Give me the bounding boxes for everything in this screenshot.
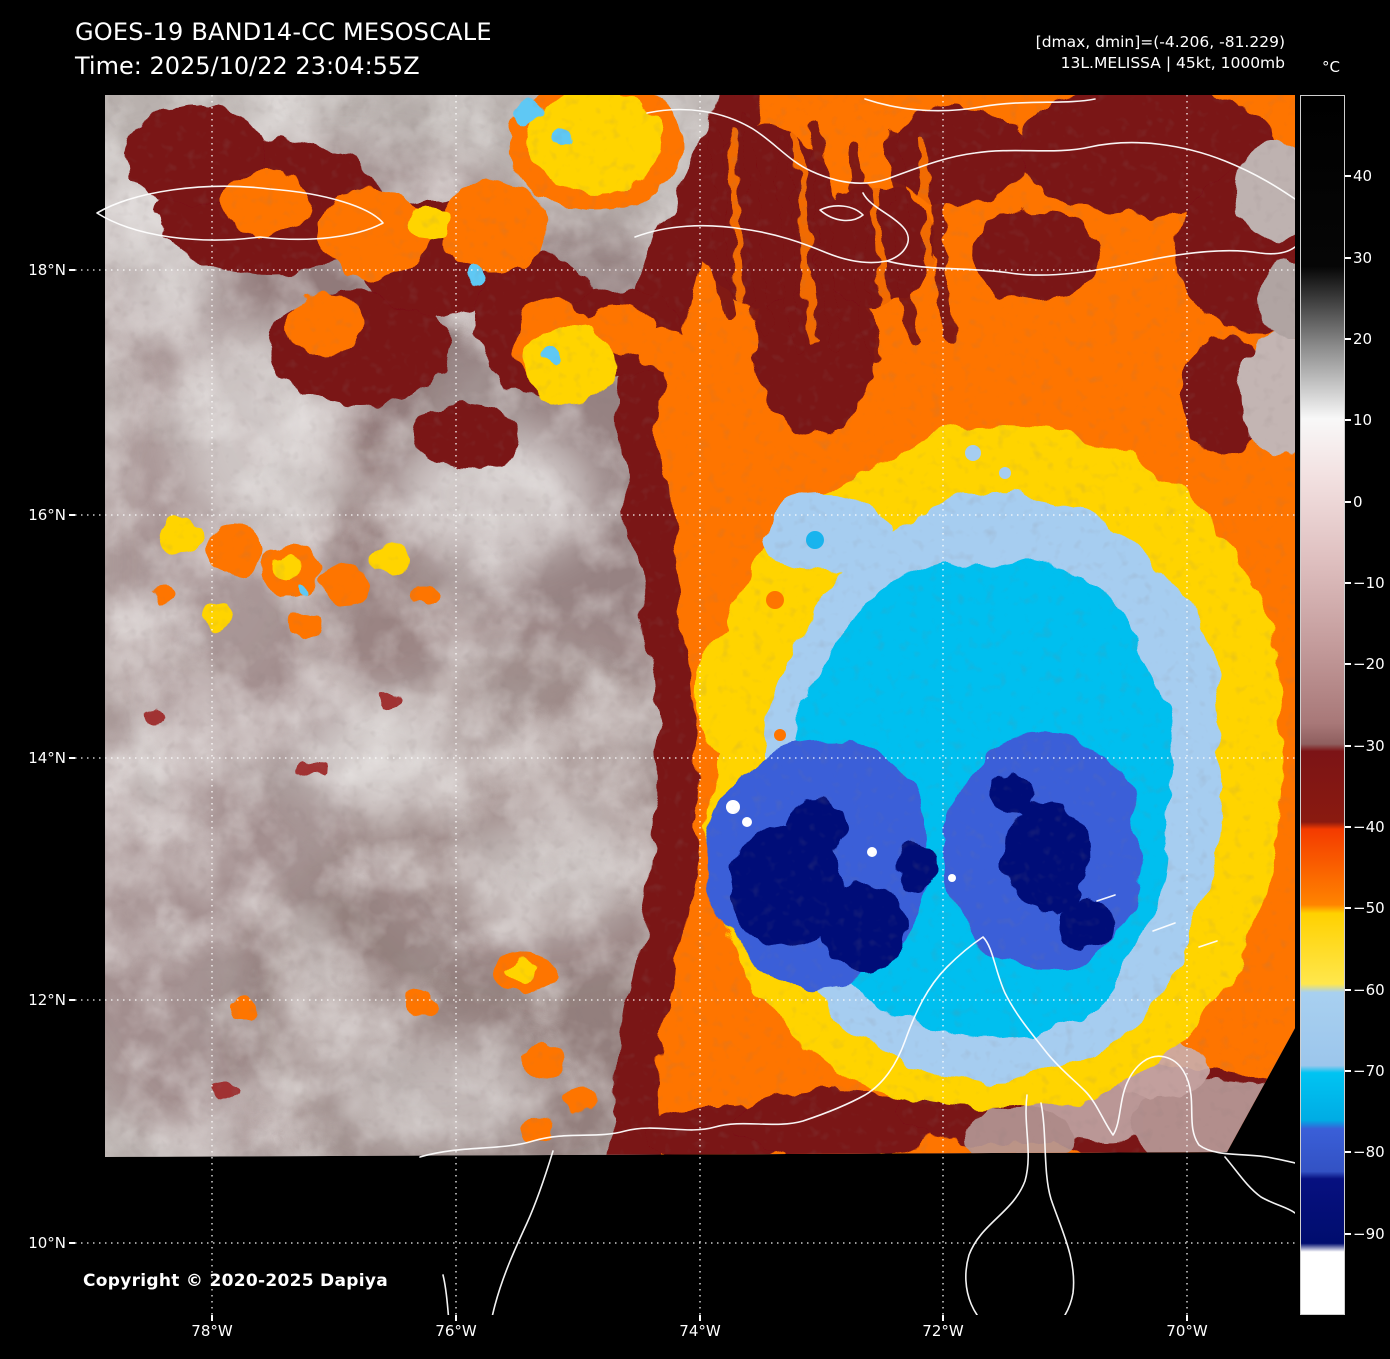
lat-label-12n: 12°N — [0, 990, 75, 1010]
colorbar-tick-40: 40 — [1345, 166, 1390, 186]
colorbar-tick-m50: −50 — [1345, 898, 1390, 918]
info-block: [dmax, dmin]=(-4.206, -81.229) 13L.MELIS… — [1036, 32, 1285, 74]
lat-label-10n: 10°N — [0, 1233, 75, 1253]
colorbar-tick-30: 30 — [1345, 248, 1390, 268]
lat-label-16n: 16°N — [0, 505, 75, 525]
lon-label-74w: 74°W — [660, 1315, 740, 1340]
colorbar-tick-m30: −30 — [1345, 736, 1390, 756]
lon-label-78w: 78°W — [172, 1315, 252, 1340]
dmax-dmin-readout: [dmax, dmin]=(-4.206, -81.229) — [1035, 33, 1285, 51]
lon-label-76w: 76°W — [416, 1315, 496, 1340]
colorbar-tick-m90: −90 — [1345, 1224, 1390, 1244]
temperature-colorbar — [1300, 95, 1345, 1315]
colorbar-tick-m10: −10 — [1345, 573, 1390, 593]
colorbar-tick-m40: −40 — [1345, 817, 1390, 837]
colorbar-tick-m60: −60 — [1345, 980, 1390, 1000]
colorbar-unit-label: °C — [1322, 58, 1340, 76]
colorbar-tick-0: 0 — [1345, 492, 1390, 512]
satellite-image — [75, 95, 1296, 1359]
colorbar-tick-m70: −70 — [1345, 1061, 1390, 1081]
colorbar-tick-m80: −80 — [1345, 1142, 1390, 1162]
lon-label-72w: 72°W — [903, 1315, 983, 1340]
colorbar-tick-10: 10 — [1345, 410, 1390, 430]
imagery-layer — [105, 95, 1295, 1157]
product-title: GOES-19 BAND14-CC MESOSCALE — [75, 18, 492, 46]
copyright-notice: Copyright © 2020-2025 Dapiya — [83, 1271, 388, 1291]
storm-info: 13L.MELISSA | 45kt, 1000mb — [1060, 54, 1285, 72]
coastlines — [96, 98, 1296, 1359]
lon-label-70w: 70°W — [1147, 1315, 1227, 1340]
lat-label-18n: 18°N — [0, 260, 75, 280]
satellite-map: Copyright © 2020-2025 Dapiya — [75, 95, 1296, 1359]
colorbar-tick-m20: −20 — [1345, 654, 1390, 674]
colorbar-tick-20: 20 — [1345, 329, 1390, 349]
timestamp: Time: 2025/10/22 23:04:55Z — [75, 52, 420, 80]
lat-label-14n: 14°N — [0, 748, 75, 768]
